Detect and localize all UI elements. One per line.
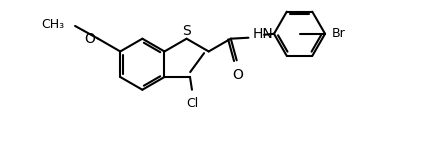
Text: O: O: [232, 68, 243, 82]
Text: Cl: Cl: [186, 97, 198, 110]
Text: O: O: [84, 32, 95, 46]
Text: Br: Br: [332, 27, 346, 40]
Text: HN: HN: [252, 27, 273, 41]
Text: CH₃: CH₃: [41, 19, 64, 32]
Text: S: S: [182, 24, 191, 38]
